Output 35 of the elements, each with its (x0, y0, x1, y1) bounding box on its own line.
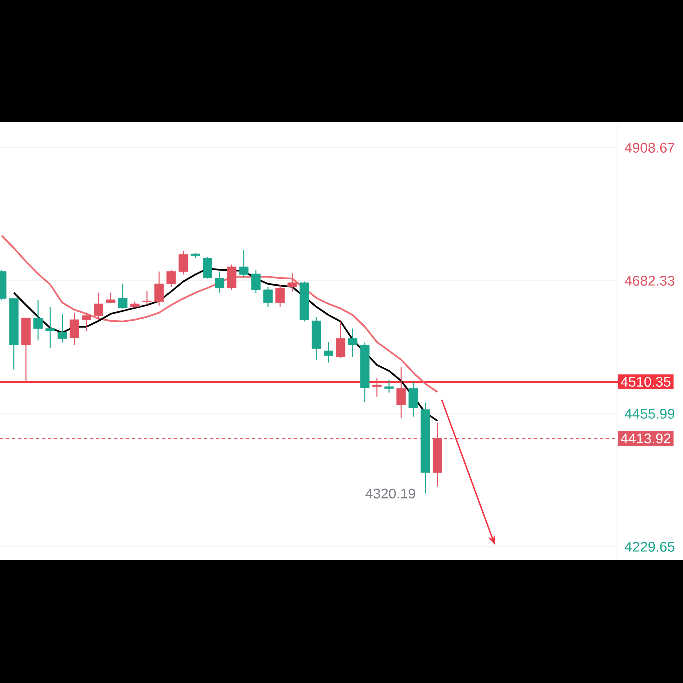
candlestick (251, 270, 261, 294)
candlestick (94, 292, 104, 320)
candlestick (324, 342, 334, 364)
candlestick (142, 290, 152, 306)
candlestick (227, 264, 237, 290)
y-tick-label: 4455.99 (624, 409, 675, 419)
candlestick (336, 321, 346, 359)
candlestick (408, 382, 418, 418)
candlestick (118, 284, 128, 310)
candlestick (396, 366, 406, 419)
candlestick (166, 270, 176, 288)
candlestick (106, 292, 116, 304)
candlestick (384, 379, 394, 394)
candlestick (239, 250, 249, 278)
ref-line-label: 4413.92 (621, 434, 671, 444)
candlestick (46, 306, 56, 349)
candlestick (82, 312, 92, 332)
candlestick (70, 312, 80, 346)
candlestick (178, 250, 188, 276)
candlestick (264, 286, 273, 308)
line-series (13, 268, 439, 422)
candlestick (58, 314, 68, 344)
candlestick (203, 256, 212, 280)
candlestick (372, 378, 382, 398)
candlestick (34, 299, 43, 340)
y-tick-label: 4908.67 (624, 143, 675, 153)
y-tick-label: 4229.65 (624, 542, 675, 552)
y-tick-label: 4682.33 (624, 276, 675, 286)
candlestick (215, 271, 225, 294)
candlestick (288, 272, 298, 292)
candlestick (348, 328, 358, 358)
annotation: 4320.19 (366, 488, 416, 499)
candlestick (154, 271, 164, 306)
candlestick (276, 284, 286, 308)
ref-line-label: 4510.35 (621, 377, 671, 388)
